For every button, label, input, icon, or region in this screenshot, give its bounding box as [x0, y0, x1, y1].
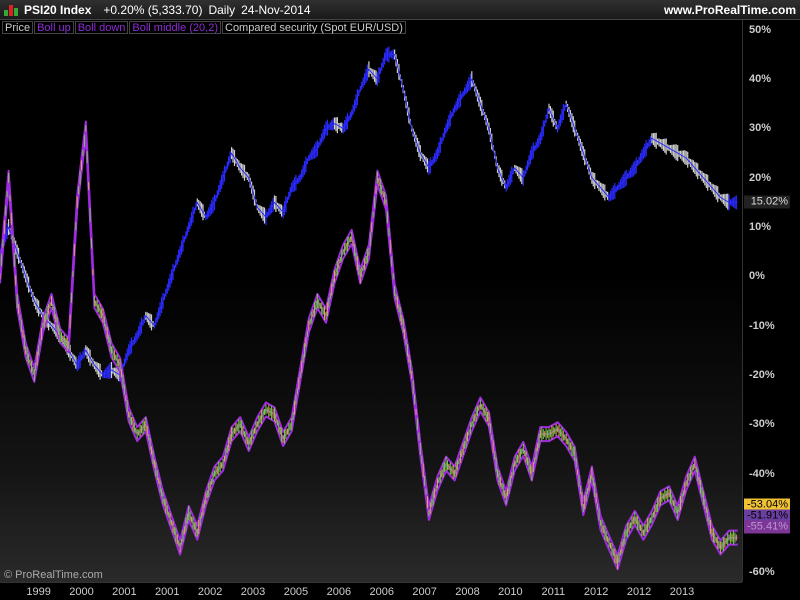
boll-down-value-badge: -55.41%	[744, 520, 790, 534]
interval-label[interactable]: Daily	[208, 3, 236, 17]
title-bar: PSI20 Index +0.20% (5,333.70) Daily 24-N…	[0, 0, 800, 20]
y-tick-label: 0%	[749, 270, 765, 283]
y-tick-label: -20%	[749, 368, 775, 381]
legend-boll-up[interactable]: Boll up	[34, 21, 74, 34]
x-tick-label: 1999	[26, 586, 51, 598]
y-tick-label: -40%	[749, 467, 775, 480]
y-tick-label: 40%	[749, 73, 772, 86]
price-value-badge: -53.04%	[744, 498, 790, 512]
price-change: +0.20% (5,333.70)	[103, 3, 203, 17]
x-axis[interactable]	[0, 582, 742, 600]
x-tick-label: 2005	[283, 586, 309, 598]
site-link[interactable]: www.ProRealTime.com	[663, 3, 796, 17]
x-tick-label: 2000	[69, 586, 94, 598]
plot-area[interactable]	[0, 20, 742, 582]
symbol-name: PSI20 Index	[24, 3, 92, 17]
x-tick-label: 2001	[155, 586, 180, 598]
y-tick-label: -60%	[749, 566, 775, 579]
bollinger-upper-band	[0, 120, 738, 557]
compared-security-series	[0, 46, 737, 382]
bollinger-middle-band	[0, 127, 738, 564]
watermark: © ProRealTime.com	[4, 569, 103, 581]
y-tick-label: -30%	[749, 418, 775, 431]
y-tick-label: 50%	[749, 23, 772, 36]
y-axis[interactable]	[742, 20, 800, 582]
y-tick-label: 20%	[749, 171, 772, 184]
y-tick-label: 10%	[749, 221, 772, 234]
bollinger-lower-band	[0, 134, 738, 571]
x-tick-label: 2006	[326, 586, 352, 598]
x-tick-label: 2013	[669, 586, 695, 598]
x-tick-label: 2002	[197, 586, 223, 598]
x-tick-label: 2012	[583, 586, 609, 598]
x-tick-label: 2008	[455, 586, 480, 598]
candlestick-icon	[4, 3, 18, 17]
indicator-legend: Price Boll up Boll down Boll middle (20,…	[2, 21, 407, 34]
y-tick-label: 30%	[749, 122, 772, 135]
legend-boll-middle[interactable]: Boll middle (20,2)	[129, 21, 221, 34]
x-tick-label: 2010	[498, 586, 523, 598]
axis-corner	[742, 582, 800, 600]
boll-up-value-badge: -51.91%	[744, 509, 790, 523]
x-tick-label: 2012	[626, 586, 652, 598]
date-label: 24-Nov-2014	[241, 3, 311, 17]
price-series	[0, 125, 737, 570]
legend-boll-down[interactable]: Boll down	[74, 21, 129, 34]
x-tick-label: 2006	[369, 586, 394, 598]
x-tick-label: 2003	[240, 586, 266, 598]
x-tick-label: 2001	[112, 586, 137, 598]
legend-price[interactable]: Price	[2, 21, 34, 34]
compared-security-line	[0, 54, 738, 376]
x-tick-label: 2007	[412, 586, 437, 598]
title-left: PSI20 Index +0.20% (5,333.70) Daily 24-N…	[4, 0, 311, 20]
y-tick-label: -10%	[749, 319, 775, 332]
x-tick-label: 2011	[541, 586, 566, 598]
compare-value-badge: 15.02%	[744, 195, 790, 209]
legend-compared-security[interactable]: Compared security (Spot EUR/USD)	[222, 21, 406, 34]
